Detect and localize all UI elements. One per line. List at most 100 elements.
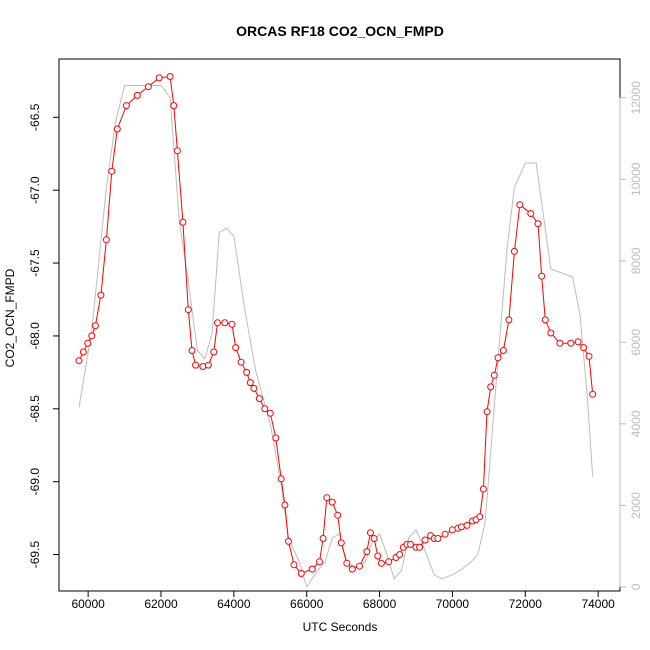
data-point: [534, 220, 542, 228]
data-point: [237, 358, 245, 366]
data-point: [463, 521, 471, 529]
data-point: [210, 348, 218, 356]
x-tick-label: 64000: [217, 597, 251, 611]
data-point: [538, 272, 546, 280]
data-point: [516, 201, 524, 209]
data-point: [232, 344, 240, 352]
data-point: [122, 102, 130, 110]
y-tick-label: -66.5: [28, 103, 42, 131]
data-point: [221, 319, 229, 327]
data-point: [377, 559, 385, 567]
y2-tick-label: 12000: [629, 81, 643, 115]
data-point: [337, 539, 345, 547]
data-point: [407, 540, 414, 548]
data-point: [79, 348, 87, 356]
data-point: [246, 379, 254, 387]
data-point: [285, 537, 292, 545]
data-point: [108, 167, 116, 175]
data-point: [272, 434, 280, 442]
data-point: [490, 371, 498, 379]
x-axis-label: UTC Seconds: [303, 620, 378, 634]
data-point: [250, 384, 258, 392]
y-axis-label: CO2_OCN_FMPD: [3, 268, 17, 367]
data-point: [370, 535, 378, 542]
x-tick-label: 74000: [581, 597, 615, 611]
y-tick-label: -68.0: [28, 322, 42, 350]
x-tick-label: 60000: [71, 597, 105, 611]
data-point: [133, 91, 141, 99]
data-point: [334, 511, 342, 519]
data-point: [374, 552, 382, 560]
data-point: [75, 357, 83, 365]
data-point: [316, 558, 323, 566]
y2-tick-label: 6000: [629, 329, 643, 356]
series-layer: [75, 73, 597, 589]
data-point: [505, 316, 513, 324]
data-point: [261, 405, 269, 413]
data-point: [328, 498, 336, 506]
data-point: [243, 368, 251, 376]
data-point: [356, 562, 363, 570]
x-tick-label: 68000: [363, 597, 397, 611]
data-point: [367, 529, 374, 537]
data-point: [589, 390, 597, 398]
data-point: [585, 352, 593, 360]
data-point: [348, 565, 356, 573]
data-point: [499, 347, 507, 354]
x-tick-label: 66000: [290, 597, 324, 611]
data-point: [102, 236, 110, 244]
data-point: [527, 210, 535, 217]
plot-frame: [58, 58, 621, 592]
data-point: [476, 513, 484, 521]
y-tick-label: -68.5: [28, 395, 42, 423]
co2-line: [78, 75, 594, 575]
data-point: [84, 339, 92, 347]
y2-tick-label: 2000: [629, 492, 643, 519]
y2-tick-label: 4000: [629, 410, 643, 437]
data-point: [483, 408, 491, 416]
data-point: [547, 329, 555, 337]
data-point: [567, 339, 575, 347]
data-point: [204, 361, 212, 369]
data-point: [184, 306, 192, 314]
data-point: [487, 383, 495, 391]
data-point: [343, 559, 351, 567]
x-axis: 60000 62000 64000 66000 68000 70000 72000 74000: [71, 590, 615, 611]
data-point: [319, 535, 327, 542]
data-point: [192, 361, 200, 369]
y-tick-label: -67.5: [28, 249, 42, 277]
data-point: [323, 494, 331, 502]
data-point: [396, 551, 404, 559]
data-point: [255, 395, 263, 403]
data-point: [166, 73, 174, 80]
data-point: [91, 322, 99, 330]
data-point: [580, 344, 588, 352]
data-point: [574, 338, 582, 346]
x-tick-label: 72000: [509, 597, 543, 611]
y-tick-label: -69.5: [28, 541, 42, 569]
data-point: [510, 247, 518, 255]
data-point: [479, 485, 487, 493]
y-tick-label: -67.0: [28, 176, 42, 204]
data-point: [434, 535, 442, 542]
data-point: [266, 409, 274, 417]
chart-title: ORCAS RF18 CO2_OCN_FMPD: [236, 23, 444, 39]
y2-tick-label: 10000: [629, 162, 643, 196]
data-point: [88, 332, 96, 340]
x-tick-label: 70000: [436, 597, 470, 611]
data-point: [188, 347, 196, 354]
data-point: [556, 339, 564, 347]
data-point: [441, 530, 449, 538]
data-point: [155, 74, 163, 82]
data-point: [385, 558, 393, 566]
data-point: [179, 218, 187, 226]
data-point: [290, 561, 298, 569]
y-tick-label: -69.0: [28, 468, 42, 496]
data-point: [494, 354, 502, 362]
data-point: [281, 501, 289, 509]
data-point: [297, 570, 305, 577]
data-point: [144, 83, 152, 91]
data-point: [113, 125, 121, 133]
y2-axis: 0 2000 4000 6000 8000 10000 12000: [619, 81, 643, 590]
